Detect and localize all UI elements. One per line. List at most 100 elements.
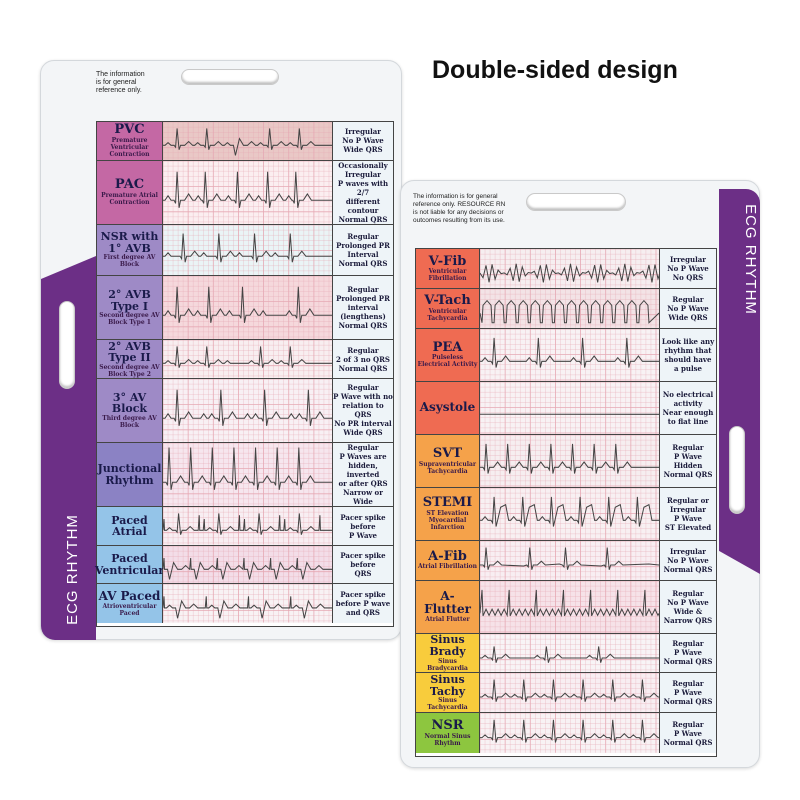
description-line: Irregular bbox=[345, 127, 381, 137]
description-line: Narrow or Wide bbox=[343, 488, 383, 507]
ecg-trace bbox=[480, 496, 659, 527]
description-line: Normal QRS bbox=[338, 214, 388, 224]
description-line: QRS bbox=[354, 569, 372, 579]
description-line: P Wave bbox=[673, 728, 702, 738]
description-line: Irregular bbox=[670, 504, 706, 514]
ecg-strip bbox=[480, 633, 660, 673]
ecg-waveform bbox=[163, 378, 332, 443]
rhythm-name: STEMI bbox=[422, 495, 473, 511]
ecg-waveform bbox=[480, 580, 659, 633]
disclaimer-line: The information is for general bbox=[413, 193, 498, 200]
description-line: P Wave bbox=[673, 688, 702, 698]
description-line: Regular bbox=[672, 719, 704, 729]
description-line: Wide QRS bbox=[668, 312, 708, 322]
side-slot bbox=[59, 301, 75, 389]
ecg-waveform bbox=[163, 443, 332, 507]
ecg-strip bbox=[163, 545, 333, 584]
ecg-trace bbox=[480, 645, 659, 663]
description-line: Irregular bbox=[345, 169, 381, 179]
rhythm-description: Pacer spike before P Wave bbox=[333, 507, 393, 545]
ecg-strip bbox=[163, 443, 333, 507]
rhythm-description: Look like any rhythm that should have a pul… bbox=[660, 328, 716, 381]
description-line: Pacer spike bbox=[340, 551, 386, 561]
description-line: Normal QRS bbox=[663, 469, 713, 479]
description-line: to flat line bbox=[667, 416, 709, 426]
rhythm-name: 2° AVB Type I bbox=[108, 288, 151, 313]
rhythm-row: Sinus Brady Sinus Bradycardia Regular P Wav… bbox=[416, 633, 716, 674]
rhythm-name: V-Fib bbox=[428, 253, 467, 269]
description-line: Regular bbox=[347, 443, 379, 453]
rhythm-name: Sinus Tachy bbox=[429, 673, 466, 698]
rhythm-subtitle: First degree AV Block bbox=[103, 254, 156, 269]
rhythm-subtitle: Premature Ventricular Contraction bbox=[109, 137, 150, 159]
rhythm-name: 2° AVB Type II bbox=[108, 339, 151, 365]
rhythm-subtitle: Sinus Tachycardia bbox=[427, 697, 468, 712]
rhythm-name-cell: Paced Atrial bbox=[97, 507, 163, 545]
rhythm-row: Junctional Rhythm Regular P Waves are hidde… bbox=[97, 443, 393, 508]
rhythm-subtitle: Second degree AV Block Type 1 bbox=[99, 312, 160, 327]
description-line: Narrow QRS bbox=[663, 615, 713, 625]
description-line: Normal QRS bbox=[338, 363, 388, 373]
ecg-waveform bbox=[480, 288, 659, 328]
description-line: Wide QRS bbox=[343, 145, 383, 155]
ecg-trace bbox=[163, 596, 332, 619]
description-line: Regular bbox=[672, 442, 704, 452]
rhythm-subtitle: Ventricular Fibrillation bbox=[428, 268, 467, 283]
ecg-waveform bbox=[163, 584, 332, 623]
rhythm-subtitle: Sinus Bradycardia bbox=[427, 657, 468, 672]
ecg-trace bbox=[163, 557, 332, 580]
description-line: a pulse bbox=[673, 363, 702, 373]
disclaimer: The information is for general reference … bbox=[413, 193, 505, 225]
ecg-strip bbox=[480, 540, 660, 580]
rhythm-subtitle: Second degree AV Block Type 2 bbox=[99, 363, 160, 378]
description-line: Regular bbox=[347, 345, 379, 355]
ecg-grid bbox=[163, 378, 332, 443]
ecg-waveform bbox=[163, 160, 332, 224]
description-line: P Wave with no bbox=[333, 392, 393, 402]
ecg-strip bbox=[480, 288, 660, 328]
description-line: Occasionally bbox=[338, 160, 388, 170]
ecg-strip bbox=[163, 276, 333, 340]
ecg-grid bbox=[480, 434, 659, 487]
description-line: Irregular bbox=[670, 546, 706, 556]
description-line: Regular bbox=[672, 639, 704, 649]
rhythm-name-cell: STEMI ST Elevation Myocardial Infarction bbox=[416, 487, 480, 540]
rhythm-description: Regular 2 of 3 no QRS Normal QRS bbox=[333, 340, 393, 378]
rhythm-name-cell: Sinus Tachy Sinus Tachycardia bbox=[416, 673, 480, 713]
rhythm-name: A-Fib bbox=[428, 548, 467, 564]
rhythm-row: NSR with 1° AVB First degree AV Block Regu… bbox=[97, 224, 393, 277]
rhythm-subtitle: Ventricular Tachycardia bbox=[427, 307, 468, 322]
rhythm-name-cell: 3° AV Block Third degree AV Block bbox=[97, 378, 163, 443]
rhythm-description: Pacer spike before P wave and QRS bbox=[333, 584, 393, 623]
rhythm-row: Asystole No electrical activity Near enough… bbox=[416, 381, 716, 435]
ecg-strip bbox=[163, 507, 333, 545]
ecg-card-back: The information is for general reference … bbox=[400, 180, 760, 768]
ecg-waveform bbox=[163, 276, 332, 340]
rhythm-description: Pacer spike before QRS bbox=[333, 545, 393, 584]
disclaimer-line: is not liable for any decisions or bbox=[413, 209, 504, 216]
description-line: Normal QRS bbox=[338, 258, 388, 268]
rhythm-description: Regular P Wave Normal QRS bbox=[660, 713, 716, 753]
rhythm-name: PEA bbox=[432, 339, 463, 355]
ecg-strip bbox=[480, 713, 660, 753]
ecg-grid bbox=[163, 122, 332, 160]
rhythm-table: PVC Premature Ventricular Contraction Irre… bbox=[95, 121, 394, 627]
ecg-strip bbox=[163, 378, 333, 443]
rhythm-subtitle: Normal Sinus Rhythm bbox=[424, 732, 471, 747]
ecg-trace bbox=[163, 171, 332, 208]
ecg-waveform bbox=[163, 340, 332, 378]
ecg-trace bbox=[163, 389, 332, 426]
ecg-strip bbox=[163, 122, 333, 160]
rhythm-table: V-Fib Ventricular Fibrillation Irregular No… bbox=[415, 248, 717, 757]
rhythm-description: Regular or Irregular P Wave ST Elevated bbox=[660, 487, 716, 540]
description-line: Regular bbox=[347, 285, 379, 295]
ecg-waveform bbox=[163, 122, 332, 160]
ecg-grid bbox=[163, 276, 332, 340]
rhythm-description: No electrical activity Near enough to flat … bbox=[660, 381, 716, 434]
rhythm-description: Occasionally Irregular P waves with 2/7 dif… bbox=[333, 160, 393, 224]
ecg-grid bbox=[480, 580, 659, 633]
rhythm-name-cell: V-Tach Ventricular Tachycardia bbox=[416, 288, 480, 328]
ecg-waveform bbox=[480, 633, 659, 673]
description-line: Near enough bbox=[662, 407, 714, 417]
rhythm-description: Irregular No P Wave No QRS bbox=[660, 249, 716, 288]
